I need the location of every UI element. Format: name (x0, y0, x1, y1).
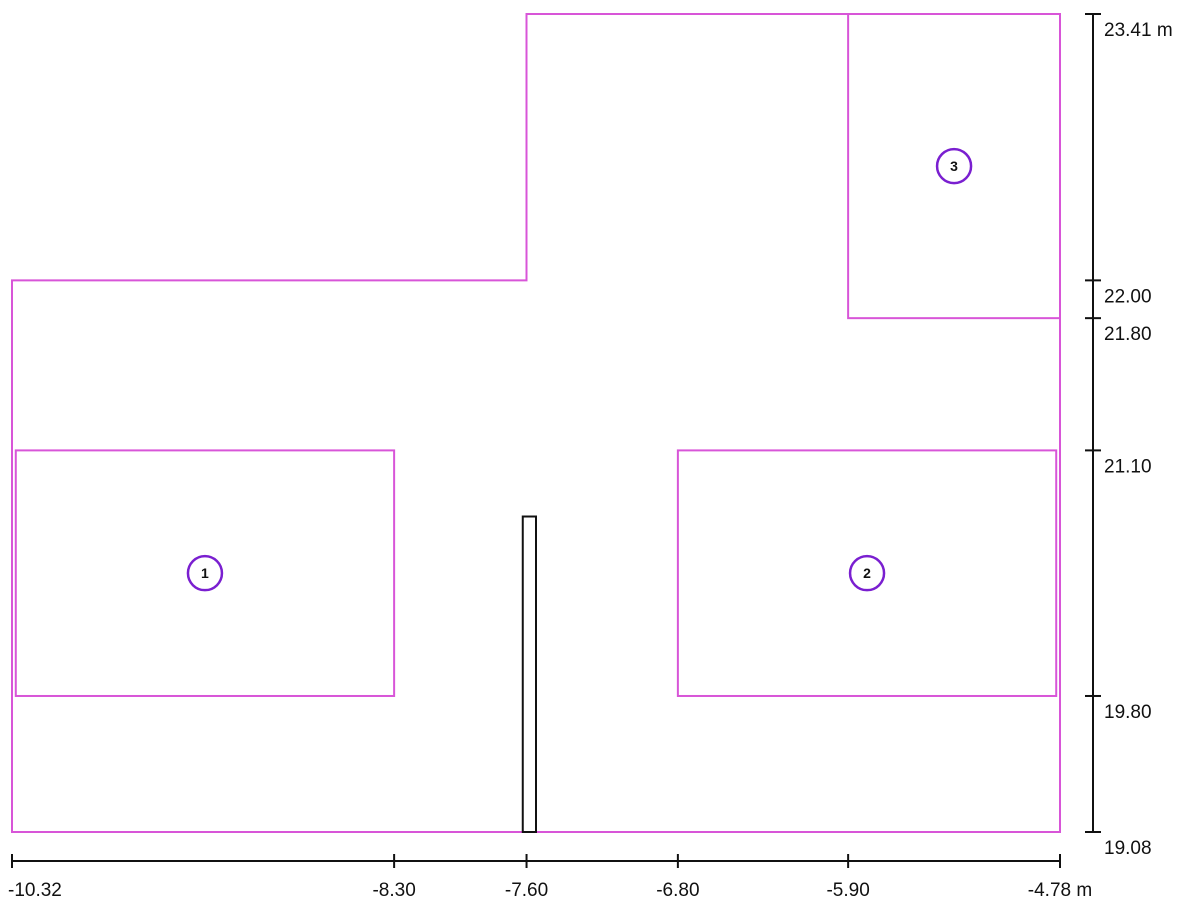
y-axis-tick-label: 19.08 (1104, 838, 1152, 859)
zone-rect (676, 449, 1058, 697)
x-dimension-axis: -10.32 -8.30 -7.60 -6.80 -5.90 -4.78 m (8, 854, 1092, 901)
zone-marker-label: 3 (950, 158, 958, 174)
x-axis-tick-label: -8.30 (372, 880, 415, 901)
x-axis-tick-label: -10.32 (8, 880, 62, 901)
zone-marker-label: 1 (201, 565, 209, 581)
floor-outline (11, 13, 1061, 833)
y-axis-tick-label: 22.00 (1104, 286, 1152, 307)
x-axis-tick-label: -7.60 (505, 880, 548, 901)
zone-rect (847, 13, 1061, 320)
y-axis-tick-label: 21.10 (1104, 456, 1152, 477)
zone-marker-circle (186, 554, 224, 592)
zone-marker-circle (935, 147, 973, 185)
zone-marker-label: 2 (863, 565, 871, 581)
y-axis-tick-label: 19.80 (1104, 702, 1152, 723)
y-dimension-axis: 23.41 m 22.00 21.80 21.10 19.80 19.08 (1085, 13, 1173, 859)
x-axis-tick-label: -4.78 m (1028, 880, 1092, 901)
partition-layer (521, 515, 537, 833)
zone-3: 3 (847, 13, 1061, 320)
zone-1: 1 (14, 449, 396, 697)
y-axis-tick-label: 23.41 m (1104, 20, 1173, 41)
x-axis-tick-label: -5.90 (826, 880, 869, 901)
zone-2: 2 (676, 449, 1058, 697)
floor-outline-layer (11, 13, 1061, 833)
x-axis-tick-label: -6.80 (656, 880, 699, 901)
zone-marker-circle (848, 554, 886, 592)
partition-wall (521, 515, 537, 833)
zones-layer: 1 2 3 (14, 13, 1061, 697)
zone-rect (14, 449, 396, 697)
y-axis-tick-label: 21.80 (1104, 324, 1152, 345)
